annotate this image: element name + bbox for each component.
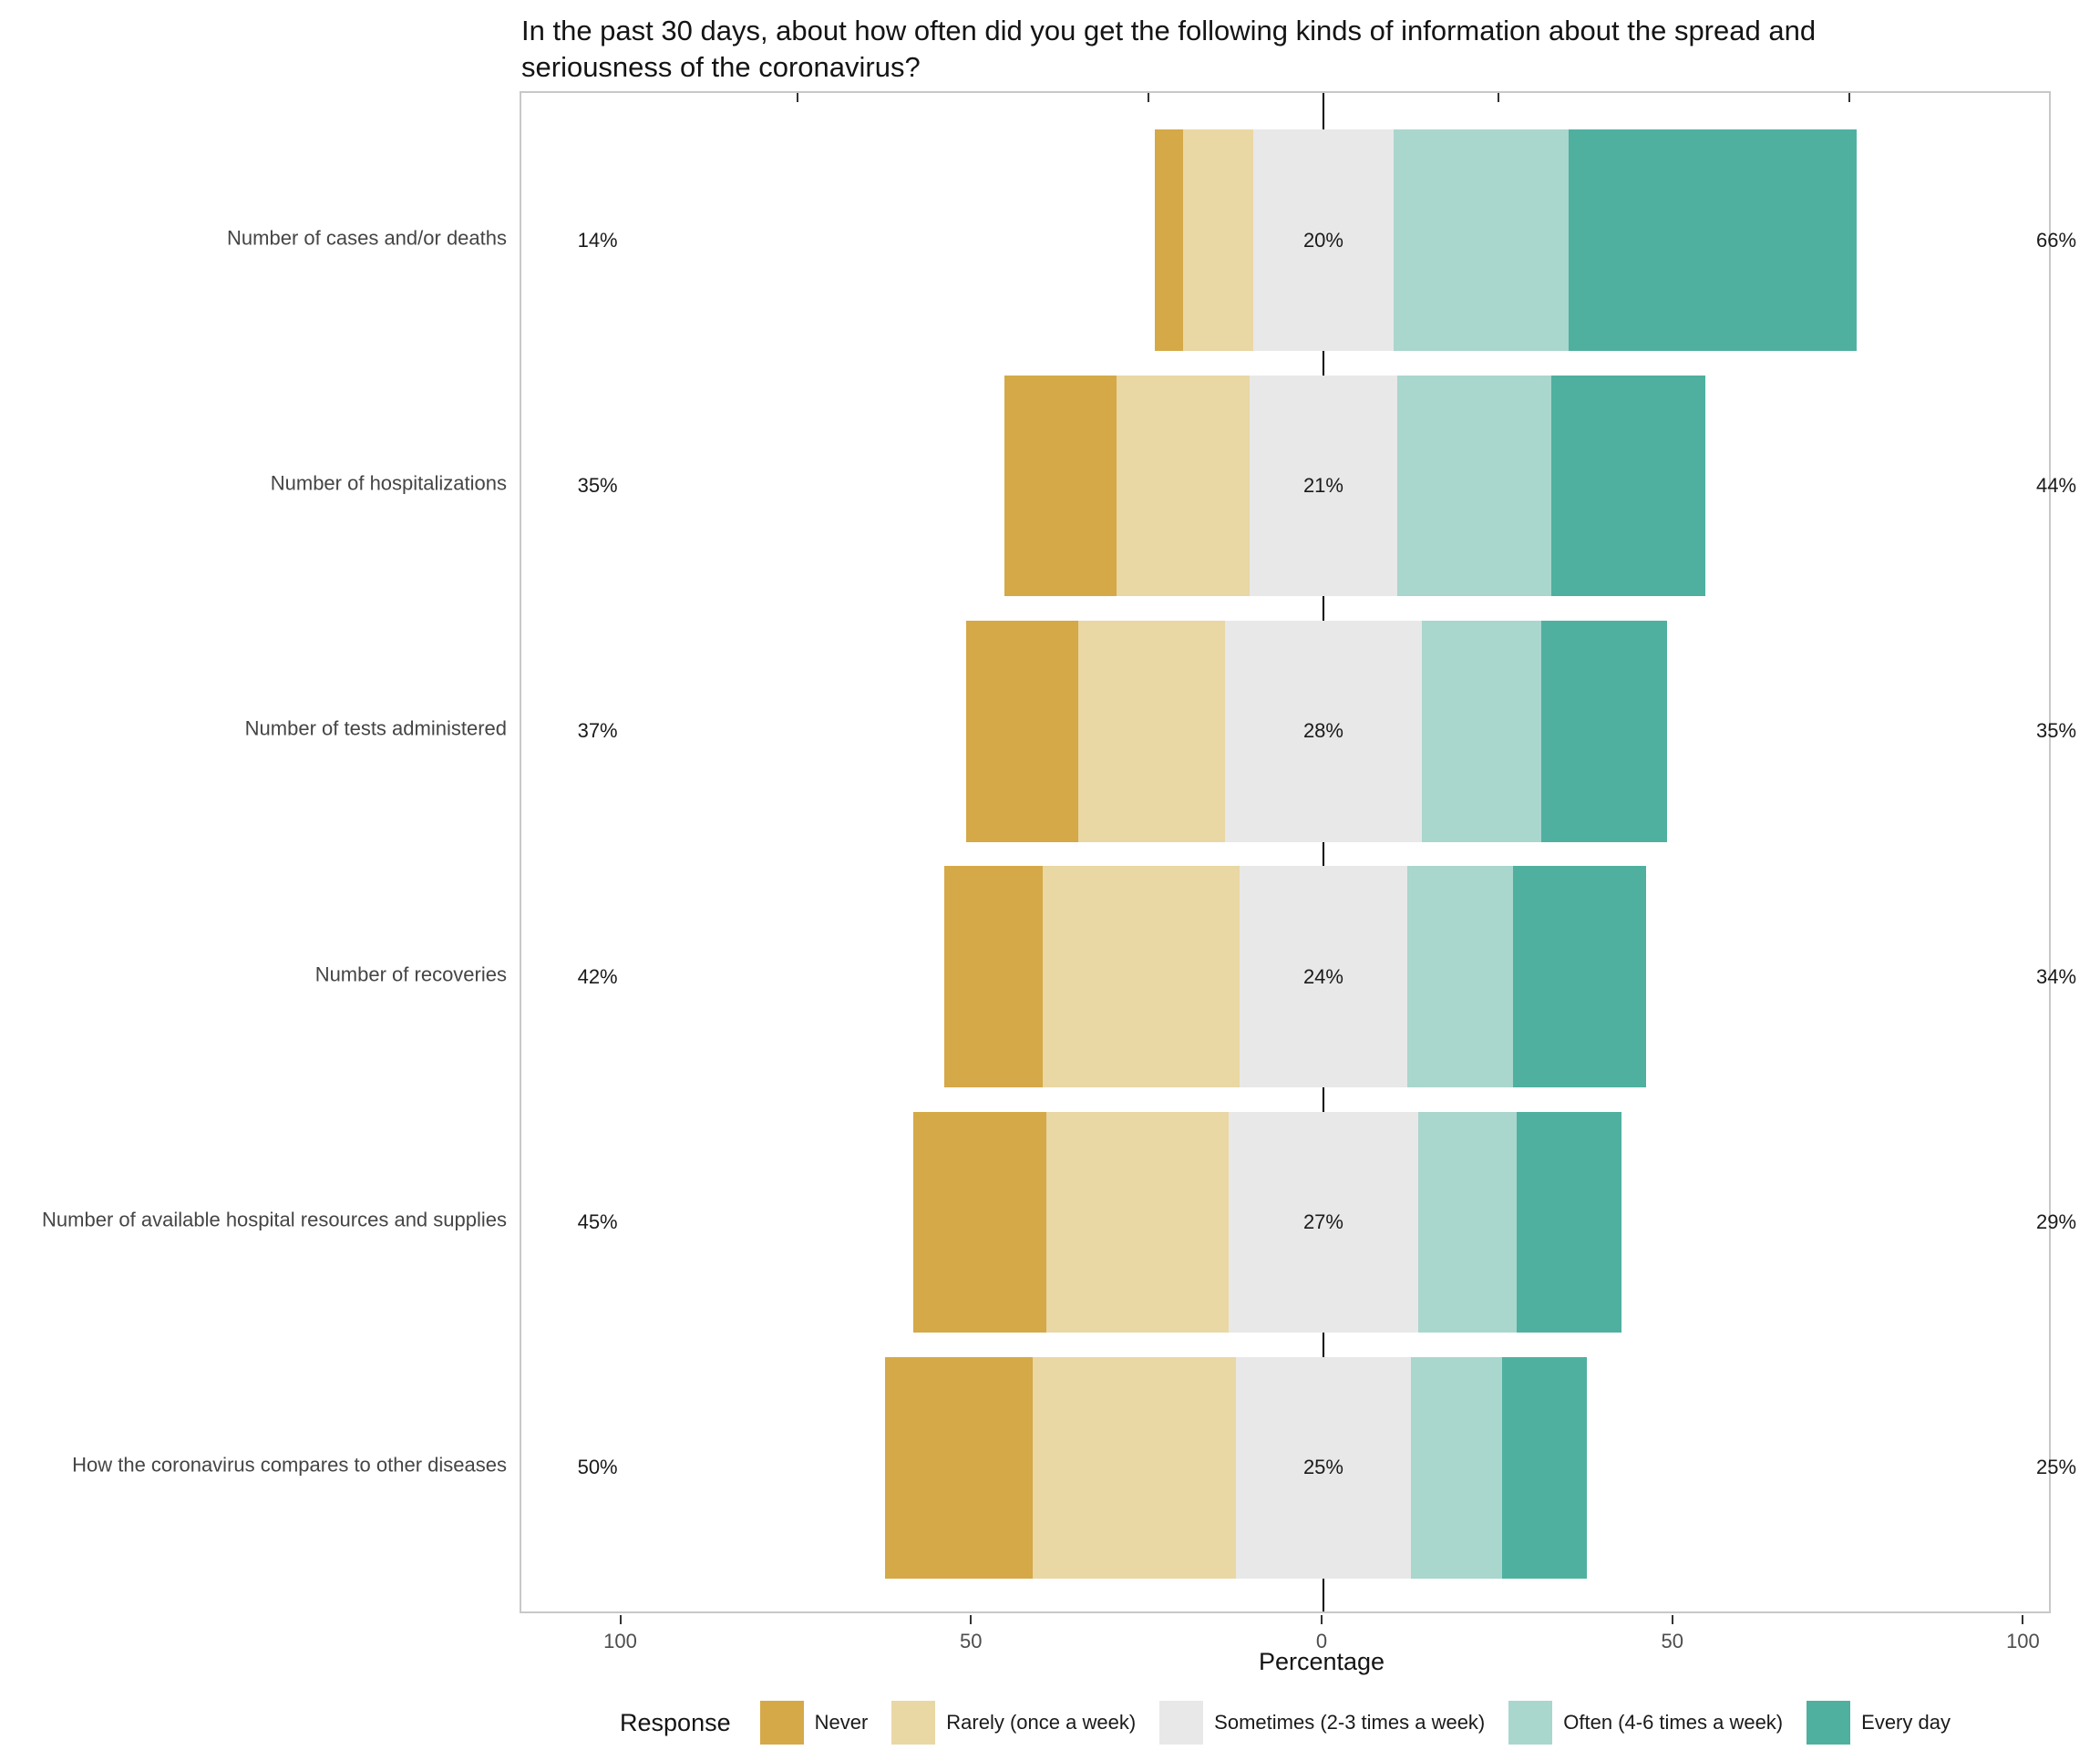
top-minor-tick-mark bbox=[1147, 93, 1149, 102]
x-tick-mark bbox=[619, 1615, 622, 1624]
bar-segment-every_day bbox=[1551, 375, 1706, 597]
bar-segment-often bbox=[1407, 866, 1513, 1087]
left-percent-label: 35% bbox=[577, 473, 618, 497]
bar-segment-never bbox=[885, 1357, 1033, 1579]
x-tick-label: 0 bbox=[1315, 1630, 1328, 1652]
bar-segment-never bbox=[1155, 129, 1184, 351]
legend-swatch-every_day bbox=[1807, 1701, 1851, 1745]
right-percent-label: 35% bbox=[2036, 719, 2077, 743]
chart-panel: 14% 20% 66% 35% 21% 44% 37% 28% 35% 42% 24% 34% 45% 2… bbox=[520, 91, 2076, 1613]
right-percent-label: 44% bbox=[2036, 473, 2077, 497]
x-tick-label: 100 bbox=[2006, 1630, 2040, 1652]
x-axis-title: Percentage bbox=[1258, 1648, 1385, 1675]
legend-item: Every day bbox=[1807, 1701, 1951, 1745]
bar-segment-sometimes bbox=[1229, 1111, 1418, 1333]
right-percent-label: 66% bbox=[2036, 228, 2077, 252]
center-percent-label: 20% bbox=[1302, 228, 1343, 252]
y-axis-category-label: Number of available hospital resources a… bbox=[42, 1208, 507, 1231]
x-tick-label: 100 bbox=[603, 1630, 637, 1652]
bar-segment-often bbox=[1417, 1111, 1517, 1333]
bar-segment-never bbox=[912, 1111, 1047, 1333]
legend-title: Response bbox=[620, 1708, 731, 1736]
center-percent-label: 25% bbox=[1302, 1456, 1343, 1479]
y-axis-category-label: Number of recoveries bbox=[314, 962, 507, 986]
legend-item: Rarely (once a week) bbox=[891, 1701, 1136, 1745]
y-axis-category-label: Number of tests administered bbox=[244, 717, 507, 741]
bar-segment-often bbox=[1411, 1357, 1503, 1579]
x-tick-mark bbox=[2022, 1615, 2024, 1624]
bar-segment-every_day bbox=[1569, 129, 1857, 351]
left-percent-label: 45% bbox=[577, 1210, 618, 1234]
bar-segment-rarely bbox=[1032, 1357, 1236, 1579]
x-tick-label: 50 bbox=[960, 1630, 983, 1652]
y-axis-category-label: How the coronavirus compares to other di… bbox=[72, 1454, 507, 1477]
right-percent-label: 34% bbox=[2036, 964, 2077, 988]
legend-swatch-rarely bbox=[891, 1701, 936, 1745]
bar-segment-rarely bbox=[1183, 129, 1254, 351]
left-percent-label: 42% bbox=[577, 964, 618, 988]
bar-segment-rarely bbox=[1116, 375, 1251, 597]
bar-segment-often bbox=[1421, 621, 1541, 842]
legend-swatch-sometimes bbox=[1159, 1701, 1204, 1745]
bar-segment-rarely bbox=[1046, 1111, 1230, 1333]
x-tick-mark bbox=[1671, 1615, 1673, 1624]
right-percent-label: 25% bbox=[2036, 1456, 2077, 1479]
y-axis-category-label: Number of cases and/or deaths bbox=[227, 226, 507, 250]
x-tick-mark bbox=[970, 1615, 973, 1624]
center-percent-label: 21% bbox=[1302, 473, 1343, 497]
legend-item-label: Rarely (once a week) bbox=[946, 1711, 1137, 1734]
legend-item-label: Sometimes (2-3 times a week) bbox=[1214, 1711, 1486, 1734]
bar-segment-every_day bbox=[1512, 866, 1646, 1087]
center-percent-label: 24% bbox=[1302, 964, 1343, 988]
right-percent-label: 29% bbox=[2036, 1210, 2077, 1234]
x-tick-label: 50 bbox=[1661, 1630, 1683, 1652]
left-percent-label: 37% bbox=[577, 719, 618, 743]
bar-segment-rarely bbox=[1077, 621, 1226, 842]
bar-segment-sometimes bbox=[1239, 866, 1408, 1087]
legend-swatch-often bbox=[1508, 1701, 1553, 1745]
bar-segment-never bbox=[1004, 375, 1117, 597]
bar-segment-sometimes bbox=[1250, 375, 1397, 597]
bar-segment-sometimes bbox=[1253, 129, 1394, 351]
legend-item-label: Never bbox=[814, 1711, 869, 1734]
x-tick-mark bbox=[1320, 1615, 1323, 1624]
left-percent-label: 50% bbox=[577, 1456, 618, 1479]
legend-item: Sometimes (2-3 times a week) bbox=[1159, 1701, 1485, 1745]
top-minor-tick-mark bbox=[796, 93, 798, 102]
y-axis-category-label: Number of hospitalizations bbox=[270, 471, 507, 495]
chart-title: In the past 30 days, about how often did… bbox=[521, 15, 1817, 83]
bar-segment-sometimes bbox=[1235, 1357, 1412, 1579]
legend-item-label: Often (4-6 times a week) bbox=[1563, 1711, 1784, 1734]
legend-item: Often (4-6 times a week) bbox=[1508, 1701, 1783, 1745]
bar-segment-often bbox=[1396, 375, 1552, 597]
legend-item: Never bbox=[759, 1701, 869, 1745]
zero-axis-line bbox=[1322, 93, 1324, 1611]
legend-item-label: Every day bbox=[1861, 1711, 1951, 1734]
bar-segment-rarely bbox=[1043, 866, 1240, 1087]
legend-items: Never Rarely (once a week) Sometimes (2-3 … bbox=[759, 1701, 1951, 1745]
top-minor-tick-mark bbox=[1498, 93, 1500, 102]
bar-segment-sometimes bbox=[1225, 621, 1422, 842]
legend-swatch-never bbox=[759, 1701, 804, 1745]
bar-segment-often bbox=[1393, 129, 1570, 351]
bar-segment-never bbox=[965, 621, 1078, 842]
left-percent-label: 14% bbox=[577, 228, 618, 252]
bar-segment-never bbox=[944, 866, 1044, 1087]
legend: Response Never Rarely (once a week) Someti… bbox=[520, 1701, 2051, 1745]
bar-segment-every_day bbox=[1540, 621, 1667, 842]
bar-segment-every_day bbox=[1516, 1111, 1621, 1333]
center-percent-label: 28% bbox=[1302, 719, 1343, 743]
top-minor-tick-mark bbox=[1848, 93, 1851, 102]
center-percent-label: 27% bbox=[1302, 1210, 1343, 1234]
bar-segment-every_day bbox=[1502, 1357, 1587, 1579]
